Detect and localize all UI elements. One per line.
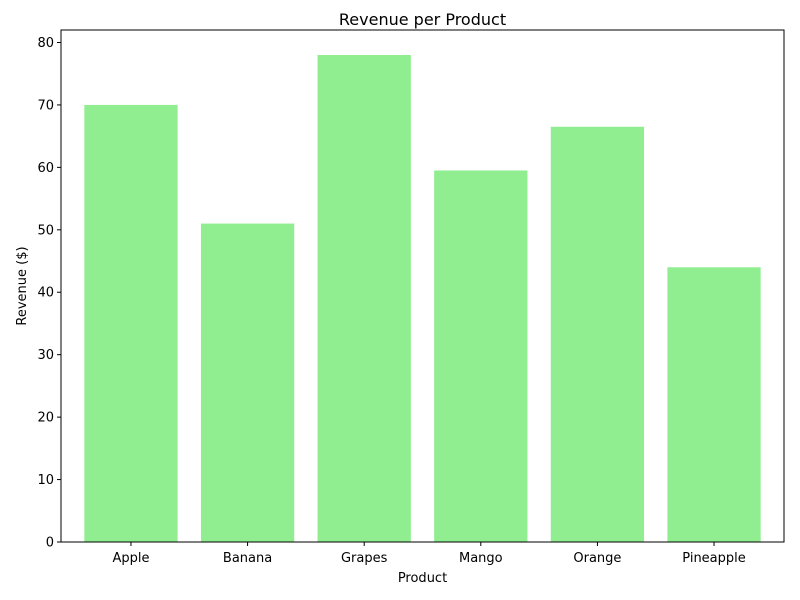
x-ticks: Apple Banana Grapes Mango Orange Pineapple <box>112 542 746 566</box>
x-tick-label: Orange <box>573 551 621 566</box>
x-tick-label: Pineapple <box>682 551 745 566</box>
y-tick-label: 50 <box>37 223 54 238</box>
plot-frame <box>60 29 785 543</box>
y-ticks: 0 10 20 30 40 50 60 70 80 <box>37 36 61 551</box>
x-axis-title: Product <box>398 571 447 586</box>
y-tick-label: 0 <box>46 536 54 551</box>
bar-orange <box>550 126 645 542</box>
bar-banana <box>200 223 295 542</box>
axes-group <box>60 29 785 543</box>
bar-mango <box>434 170 528 543</box>
bar-grapes <box>317 54 411 542</box>
y-tick-label: 80 <box>37 36 54 51</box>
y-tick-label: 70 <box>37 98 54 113</box>
y-axis-title: Revenue ($) <box>15 246 30 325</box>
y-tick-label: 40 <box>37 286 54 301</box>
chart-title: Revenue per Product <box>339 10 506 29</box>
x-tick-label: Grapes <box>341 551 388 566</box>
x-tick-label: Mango <box>459 551 503 566</box>
bar-apple <box>84 104 178 543</box>
y-tick-label: 20 <box>37 411 54 426</box>
y-tick-label: 60 <box>37 161 54 176</box>
bars-group <box>84 54 761 543</box>
bar-pineapple <box>667 267 761 542</box>
x-tick-label: Apple <box>112 551 149 566</box>
y-tick-label: 30 <box>37 348 54 363</box>
y-tick-label: 10 <box>37 473 54 488</box>
x-tick-label: Banana <box>223 551 272 566</box>
